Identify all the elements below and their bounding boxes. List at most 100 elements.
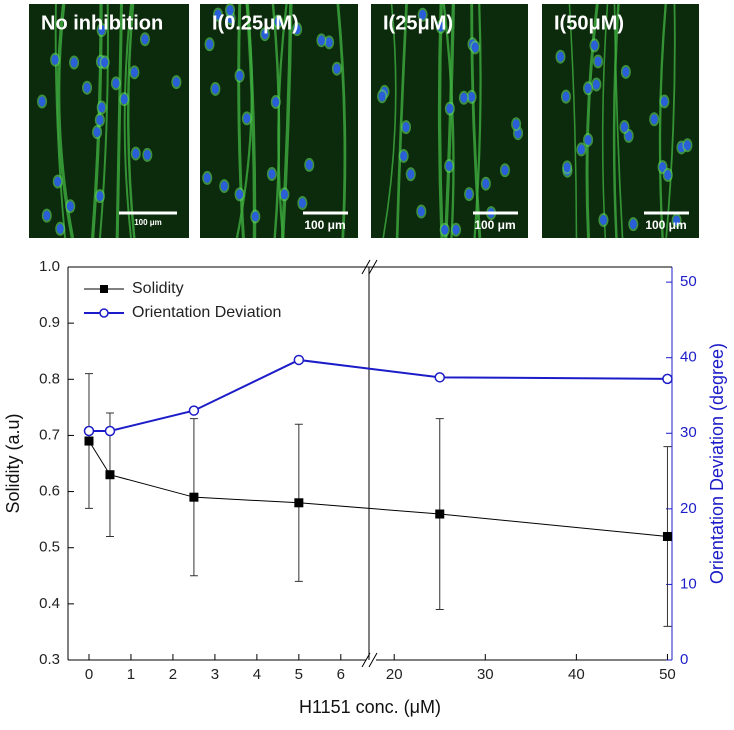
nucleus [402, 122, 410, 133]
nucleus [660, 96, 668, 107]
y2-tick-label: 10 [680, 575, 697, 592]
neurite [395, 3, 408, 239]
nucleus [452, 224, 460, 235]
nucleus [66, 201, 74, 212]
nucleus [120, 94, 128, 105]
break-mark [368, 652, 378, 668]
y2-tick-label: 30 [680, 424, 697, 441]
nucleus [465, 189, 473, 200]
x-tick-label: 4 [253, 666, 261, 683]
nucleus [293, 24, 301, 35]
nucleus [445, 161, 453, 172]
neurite [271, 3, 281, 239]
image-panels: No inhibition 100 μm I(0.25μM) 100 μm I(25μM… [29, 3, 699, 239]
y-tick-label: 0.7 [39, 426, 60, 443]
marker [662, 531, 672, 541]
nucleus [562, 91, 570, 102]
y2-tick-label: 20 [680, 500, 697, 517]
nucleus [584, 83, 592, 94]
series-line [88, 358, 668, 433]
nucleus [214, 9, 222, 20]
neurite [568, 3, 578, 239]
nucleus [305, 159, 313, 170]
nucleus [563, 162, 571, 173]
marker [189, 492, 199, 502]
scale-bar-label: 100 μm [304, 218, 345, 232]
nucleus [268, 169, 276, 180]
x-tick-label: 3 [211, 666, 219, 683]
nucleus [664, 169, 672, 180]
nucleus [211, 83, 219, 94]
nucleus [333, 63, 341, 74]
x-tick-label: 0 [85, 666, 93, 683]
nucleus [206, 39, 214, 50]
nucleus [272, 97, 280, 108]
x-tick-label: 2 [169, 666, 177, 683]
x-tick-label: 20 [386, 666, 403, 683]
break-mark [361, 259, 371, 275]
nucleus [650, 114, 658, 125]
x-axis-label: H1151 conc. (μM) [299, 697, 441, 717]
nucleus [236, 189, 244, 200]
nucleus [38, 96, 46, 107]
neurite [442, 3, 455, 239]
neurite [613, 3, 624, 239]
marker [662, 373, 673, 385]
neurite [127, 3, 136, 239]
nucleus [325, 37, 333, 48]
x-tick-label: 40 [568, 666, 585, 683]
y2-tick-label: 0 [680, 651, 688, 668]
nucleus [594, 56, 602, 67]
nucleus [468, 91, 476, 102]
y-tick-label: 1.0 [39, 258, 60, 275]
marker [84, 436, 94, 446]
marker [104, 425, 116, 437]
neurite [382, 3, 397, 239]
nucleus [172, 77, 180, 88]
nucleus [591, 40, 599, 51]
nucleus [683, 140, 691, 151]
scale-bar-label: 100 μm [645, 218, 686, 232]
nucleus [460, 92, 468, 103]
neurite [123, 3, 133, 239]
nucleus [577, 144, 585, 155]
nucleus [274, 16, 282, 27]
legend-label: Solidity [132, 280, 184, 297]
y2-axis-label: Orientation Deviation (degree) [707, 343, 727, 584]
neurite [280, 3, 293, 239]
series-line [88, 440, 668, 537]
nucleus [132, 148, 140, 159]
nucleus [471, 42, 479, 53]
nucleus [96, 115, 104, 126]
nucleus [56, 223, 64, 234]
y-tick-label: 0.4 [39, 595, 60, 612]
neurite [601, 3, 609, 239]
y-tick-label: 0.5 [39, 539, 60, 556]
nucleus [280, 189, 288, 200]
nucleus [584, 134, 592, 145]
panel-label: No inhibition [41, 12, 163, 34]
nucleus [98, 25, 106, 36]
scale-bar-label: 100 μm [474, 218, 515, 232]
nucleus [220, 181, 228, 192]
nucleus [236, 70, 244, 81]
marker [294, 498, 304, 508]
nucleus [437, 21, 445, 32]
legend-label: Orientation Deviation [132, 304, 281, 321]
panel-label: I(0.25μM) [212, 12, 299, 34]
nucleus [130, 67, 138, 78]
nucleus [83, 82, 91, 93]
nucleus [501, 165, 509, 176]
nucleus [592, 79, 600, 90]
neurite [336, 3, 347, 239]
marker [188, 405, 200, 416]
nucleus [625, 130, 633, 141]
nucleus [556, 51, 564, 62]
nucleus [43, 210, 51, 221]
neurite [585, 3, 599, 239]
nucleus [659, 162, 667, 173]
nucleus [112, 78, 120, 89]
nucleus [446, 103, 454, 114]
marker [435, 509, 445, 519]
